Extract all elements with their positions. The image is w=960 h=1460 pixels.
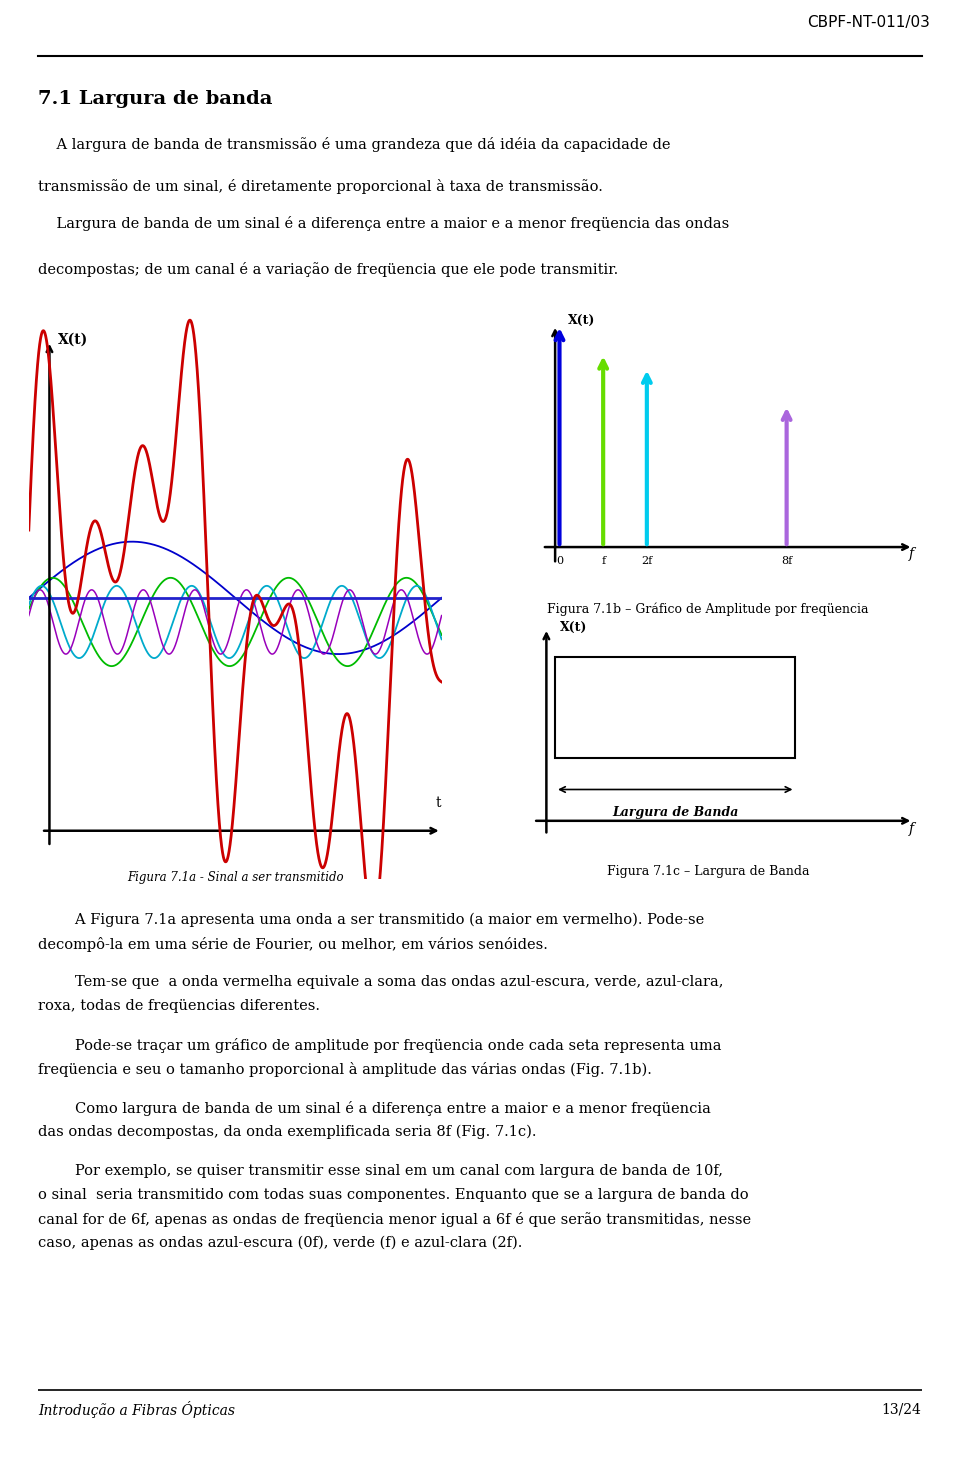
- Text: roxa, todas de freqüencias diferentes.: roxa, todas de freqüencias diferentes.: [38, 999, 321, 1013]
- Text: 7.1 Largura de banda: 7.1 Largura de banda: [38, 91, 273, 108]
- Text: transmissão de um sinal, é diretamente proporcional à taxa de transmissão.: transmissão de um sinal, é diretamente p…: [38, 180, 603, 194]
- Text: freqüencia e seu o tamanho proporcional à amplitude das várias ondas (Fig. 7.1b): freqüencia e seu o tamanho proporcional …: [38, 1063, 652, 1077]
- Text: caso, apenas as ondas azul-escura (0f), verde (f) e azul-clara (2f).: caso, apenas as ondas azul-escura (0f), …: [38, 1235, 523, 1250]
- Text: X(t): X(t): [560, 620, 587, 634]
- Text: 13/24: 13/24: [881, 1402, 922, 1416]
- Text: Figura 7.1b – Gráfico de Amplitude por freqüencia: Figura 7.1b – Gráfico de Amplitude por f…: [547, 603, 869, 616]
- Text: canal for de 6f, apenas as ondas de freqüencia menor igual a 6f é que serão tran: canal for de 6f, apenas as ondas de freq…: [38, 1212, 752, 1226]
- Text: Largura de Banda: Largura de Banda: [612, 806, 738, 819]
- Text: X(t): X(t): [58, 333, 88, 347]
- Text: Figura 7.1a - Sinal a ser transmitido: Figura 7.1a - Sinal a ser transmitido: [127, 870, 344, 883]
- Text: 2f: 2f: [641, 556, 653, 565]
- Text: Figura 7.1c – Largura de Banda: Figura 7.1c – Largura de Banda: [607, 866, 809, 879]
- Text: 0: 0: [556, 556, 564, 565]
- Text: X(t): X(t): [568, 314, 595, 327]
- Text: CBPF-NT-011/03: CBPF-NT-011/03: [807, 15, 930, 31]
- Text: decompostas; de um canal é a variação de freqüencia que ele pode transmitir.: decompostas; de um canal é a variação de…: [38, 261, 618, 276]
- Text: f: f: [909, 822, 914, 837]
- Text: A largura de banda de transmissão é uma grandeza que dá idéia da capacidade de: A largura de banda de transmissão é uma …: [38, 137, 671, 152]
- Text: Pode-se traçar um gráfico de amplitude por freqüencia onde cada seta representa : Pode-se traçar um gráfico de amplitude p…: [38, 1038, 722, 1053]
- Text: decompô-la em uma série de Fourier, ou melhor, em vários senóides.: decompô-la em uma série de Fourier, ou m…: [38, 937, 548, 952]
- Text: Largura de banda de um sinal é a diferença entre a maior e a menor freqüencia da: Largura de banda de um sinal é a diferen…: [38, 216, 730, 231]
- Text: Por exemplo, se quiser transmitir esse sinal em um canal com largura de banda de: Por exemplo, se quiser transmitir esse s…: [38, 1164, 724, 1178]
- Text: Introdução a Fibras Ópticas: Introdução a Fibras Ópticas: [38, 1400, 235, 1418]
- Text: Como largura de banda de um sinal é a diferença entre a maior e a menor freqüenc: Como largura de banda de um sinal é a di…: [38, 1101, 711, 1115]
- Text: t: t: [436, 796, 441, 810]
- Bar: [555, 657, 796, 758]
- Text: A Figura 7.1a apresenta uma onda a ser transmitido (a maior em vermelho). Pode-s: A Figura 7.1a apresenta uma onda a ser t…: [38, 912, 705, 927]
- Text: o sinal  seria transmitido com todas suas componentes. Enquanto que se a largura: o sinal seria transmitido com todas suas…: [38, 1188, 749, 1202]
- Text: f: f: [909, 548, 914, 562]
- Text: das ondas decompostas, da onda exemplificada seria 8f (Fig. 7.1c).: das ondas decompostas, da onda exemplifi…: [38, 1124, 537, 1139]
- Text: f: f: [601, 556, 605, 565]
- Text: 8f: 8f: [781, 556, 792, 565]
- Text: Tem-se que  a onda vermelha equivale a soma das ondas azul-escura, verde, azul-c: Tem-se que a onda vermelha equivale a so…: [38, 975, 724, 990]
